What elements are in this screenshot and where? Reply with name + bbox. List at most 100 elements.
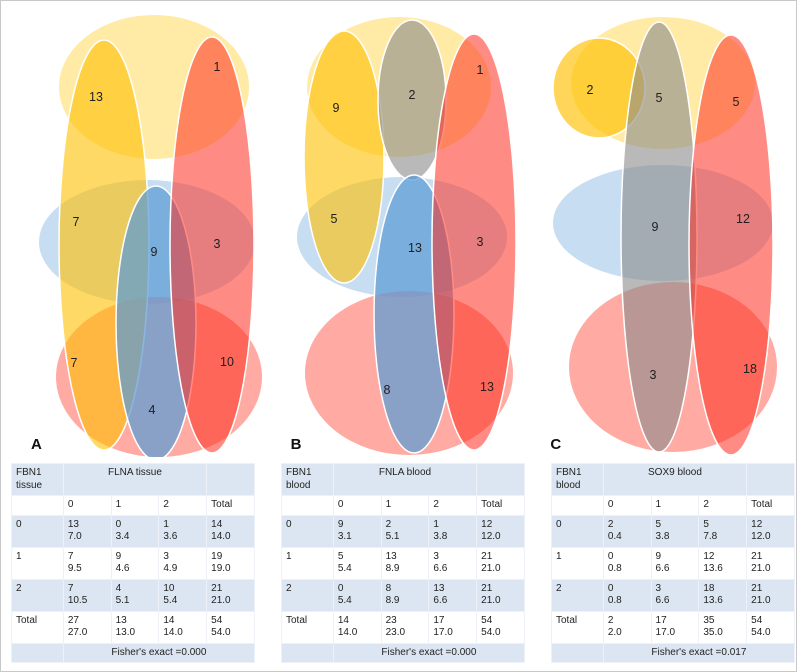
expected-count: 19.0 <box>211 563 231 574</box>
expected-count: 14.0 <box>211 531 231 542</box>
observed-count: 5 <box>337 550 344 562</box>
observed-count: 13 <box>433 582 445 594</box>
expected-count: 35.0 <box>703 627 723 638</box>
observed-count: 0 <box>337 582 344 594</box>
expected-count: 21.0 <box>481 563 501 574</box>
region-count: 10 <box>220 355 234 369</box>
region-count: 2 <box>587 83 594 97</box>
expected-count: 10.5 <box>67 595 88 606</box>
expected-count: 6.6 <box>655 595 670 606</box>
empty-cell <box>281 495 334 516</box>
region-count: 18 <box>743 362 757 376</box>
column-label: Total <box>476 495 525 516</box>
expected-count: 14.0 <box>337 627 358 638</box>
row-label: Total <box>281 610 334 644</box>
expected-count: 0.8 <box>607 563 622 574</box>
count-cell: 1 3.8 <box>428 514 478 548</box>
expected-count: 8.9 <box>385 563 400 574</box>
row-label: 0 <box>551 514 604 548</box>
region-count: 8 <box>383 383 390 397</box>
column-label: 0 <box>332 495 382 516</box>
crosstab-table: FBN1 blood FNLA blood 0 1 2 Total 0 9 3.1 2 5.1 1 3.… <box>281 463 526 663</box>
expected-count: 4.6 <box>115 563 130 574</box>
count-cell: 13 7.0 <box>62 514 112 548</box>
expected-count: 7.8 <box>703 531 718 542</box>
expected-count: 17.0 <box>655 627 676 638</box>
count-cell: 0 5.4 <box>332 578 382 612</box>
fisher-exact-value: Fisher's exact =0.017 <box>602 642 796 663</box>
expected-count: 13.6 <box>703 563 723 574</box>
expected-count: 12.0 <box>481 531 501 542</box>
expected-count: 21.0 <box>751 595 771 606</box>
observed-count: 2 <box>607 518 614 530</box>
count-cell: 7 9.5 <box>62 546 112 580</box>
count-cell: 54 54.0 <box>206 610 255 644</box>
count-cell: 8 8.9 <box>380 578 430 612</box>
tall-red-ellipse <box>169 36 255 454</box>
observed-count: 18 <box>703 582 715 594</box>
count-cell: 17 17.0 <box>428 610 478 644</box>
expected-count: 23.0 <box>385 627 406 638</box>
row-label: 1 <box>551 546 604 580</box>
observed-count: 13 <box>385 550 397 562</box>
crosstab-table-c: FBN1 blood SOX9 blood 0 1 2 Total 0 2 0.4 5 3.8 5 7.… <box>551 463 796 663</box>
expected-count: 3.8 <box>655 531 670 542</box>
region-count: 12 <box>736 212 750 226</box>
table-row: Total 27 27.0 13 13.0 14 14.0 54 54.0 <box>11 610 255 644</box>
count-cell: 10 5.4 <box>158 578 208 612</box>
region-count: 1 <box>213 60 220 74</box>
expected-count: 4.9 <box>163 563 178 574</box>
expected-count: 5.4 <box>163 595 178 606</box>
region-count: 2 <box>408 88 415 102</box>
expected-count: 8.9 <box>385 595 400 606</box>
observed-count: 14 <box>337 614 349 626</box>
count-cell: 0 3.4 <box>110 514 160 548</box>
observed-count: 14 <box>211 518 223 530</box>
empty-cell <box>11 642 64 663</box>
table-row: 2 7 10.5 4 5.1 10 5.4 21 21.0 <box>11 578 255 612</box>
observed-count: 19 <box>211 550 223 562</box>
expected-count: 21.0 <box>481 595 501 606</box>
observed-count: 12 <box>751 518 763 530</box>
observed-count: 12 <box>703 550 715 562</box>
count-cell: 21 21.0 <box>746 578 795 612</box>
row-label: 1 <box>281 546 334 580</box>
count-cell: 2 2.0 <box>602 610 652 644</box>
count-cell: 54 54.0 <box>476 610 525 644</box>
region-count: 1 <box>476 63 483 77</box>
observed-count: 9 <box>115 550 122 562</box>
count-cell: 3 6.6 <box>428 546 478 580</box>
expected-count: 13.6 <box>703 595 723 606</box>
empty-cell <box>551 642 604 663</box>
expected-count: 54.0 <box>481 627 501 638</box>
observed-count: 5 <box>655 518 662 530</box>
column-variable-title: FNLA blood <box>332 463 478 496</box>
fisher-exact-value: Fisher's exact =0.000 <box>62 642 256 663</box>
expected-count: 12.0 <box>751 531 771 542</box>
region-count: 5 <box>330 212 337 226</box>
row-label: 2 <box>11 578 64 612</box>
column-variable-title: FLNA tissue <box>62 463 208 496</box>
expected-count: 13.0 <box>115 627 136 638</box>
table-row: 1 7 9.5 9 4.6 3 4.9 19 19.0 <box>11 546 255 580</box>
row-label: 1 <box>11 546 64 580</box>
venn-panel-c: 2 5 5 9 12 3 18 C <box>528 5 788 459</box>
column-label: 1 <box>380 495 430 516</box>
count-cell: 9 3.1 <box>332 514 382 548</box>
count-cell: 9 4.6 <box>110 546 160 580</box>
venn-diagram-b: 9 2 1 5 13 3 8 13 <box>296 17 517 455</box>
table-row: 0 2 0.4 5 3.8 5 7.8 12 12.0 <box>551 514 795 548</box>
observed-count: 1 <box>433 518 439 530</box>
observed-count: 54 <box>751 614 763 626</box>
row-label: 0 <box>11 514 64 548</box>
observed-count: 13 <box>115 614 127 626</box>
observed-count: 21 <box>751 582 763 594</box>
count-cell: 9 6.6 <box>650 546 700 580</box>
empty-cell <box>746 463 795 496</box>
observed-count: 35 <box>703 614 715 626</box>
expected-count: 21.0 <box>211 595 231 606</box>
crosstab-table-b: FBN1 blood FNLA blood 0 1 2 Total 0 9 3.1 2 5.1 1 3.… <box>281 463 526 663</box>
region-count: 13 <box>408 241 422 255</box>
region-count: 5 <box>656 91 663 105</box>
